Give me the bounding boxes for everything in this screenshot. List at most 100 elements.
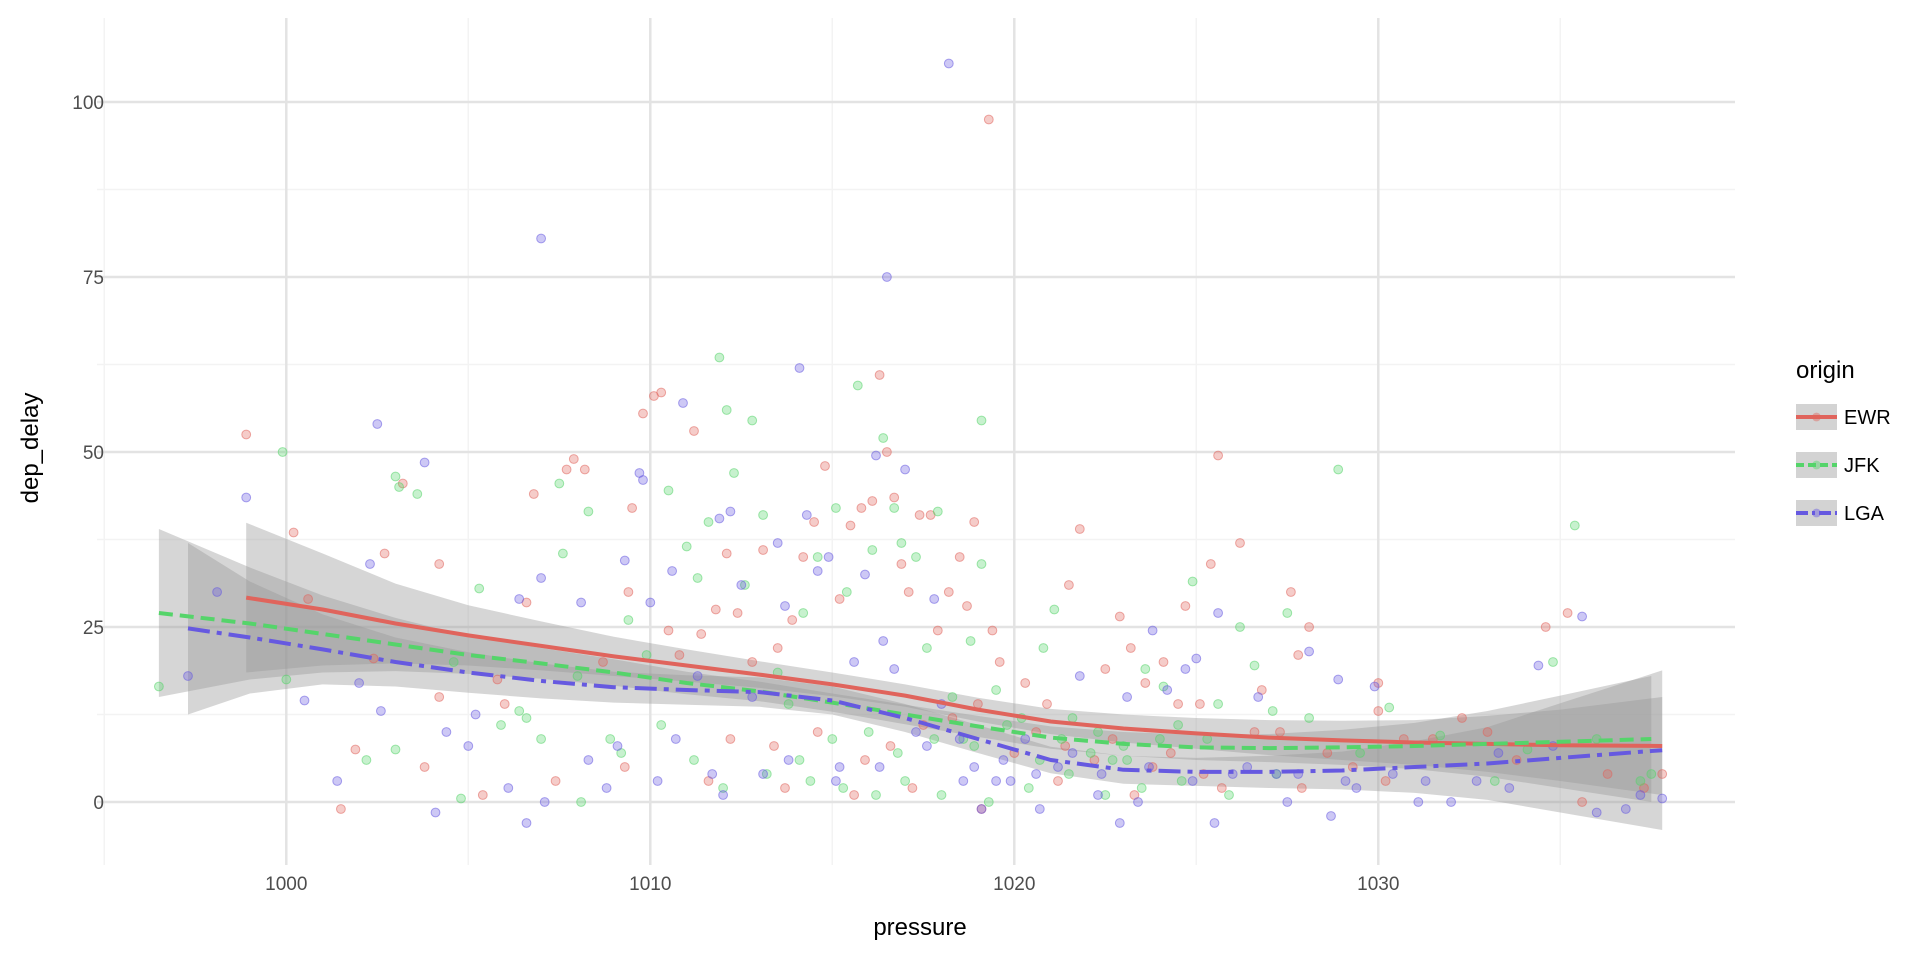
point-jfk: [761, 769, 772, 779]
point-jfk: [1267, 706, 1278, 716]
point-jfk: [692, 573, 703, 583]
point-jfk: [936, 790, 947, 800]
point-jfk: [911, 552, 921, 562]
point-lga: [536, 233, 546, 244]
point-jfk: [812, 552, 823, 562]
y-tick-label: 25: [83, 618, 104, 639]
point-lga: [889, 664, 900, 674]
point-ewr: [812, 727, 823, 737]
legend-label-lga: LGA: [1844, 503, 1885, 525]
point-lga: [1333, 674, 1344, 685]
point-jfk: [1067, 713, 1078, 723]
point-lga: [1326, 811, 1336, 821]
point-lga: [1147, 625, 1158, 636]
point-jfk: [892, 748, 903, 758]
point-lga: [871, 450, 881, 461]
point-jfk: [1213, 699, 1223, 709]
point-ewr: [1107, 734, 1118, 744]
point-ewr: [874, 370, 885, 380]
point-ewr: [798, 552, 809, 562]
point-jfk: [583, 506, 594, 517]
point-ewr: [1114, 611, 1125, 622]
point-lga: [1493, 748, 1504, 758]
point-jfk: [394, 482, 405, 492]
point-lga: [1304, 646, 1314, 657]
point-lga: [1282, 797, 1293, 807]
point-lga: [998, 755, 1009, 765]
point-ewr: [288, 527, 299, 538]
point-ewr: [820, 461, 830, 471]
point-lga: [1351, 783, 1362, 793]
point-jfk: [783, 699, 794, 709]
point-jfk: [838, 783, 849, 793]
point-ewr: [1158, 657, 1169, 667]
point-lga: [1114, 818, 1125, 828]
point-ewr: [598, 657, 608, 667]
point-ewr: [856, 503, 867, 513]
point-ewr: [619, 762, 630, 772]
point-ewr: [780, 783, 790, 793]
point-ewr: [725, 734, 736, 744]
point-ewr: [561, 464, 572, 475]
point-ewr: [747, 657, 758, 667]
point-ewr: [1205, 559, 1216, 569]
point-lga: [576, 597, 586, 608]
point-jfk: [1038, 643, 1049, 653]
point-jfk: [896, 538, 907, 548]
point-lga: [503, 783, 514, 793]
point-lga: [1413, 797, 1424, 807]
point-ewr: [579, 464, 590, 475]
point-lga: [678, 398, 688, 408]
point-ewr: [397, 478, 408, 489]
point-ewr: [1286, 587, 1296, 597]
point-lga: [943, 58, 954, 69]
smooth-line-jfk: [158, 611, 1652, 751]
point-ewr: [983, 114, 994, 125]
point-jfk: [983, 797, 994, 807]
point-jfk: [991, 685, 1001, 695]
point-lga: [1635, 790, 1646, 800]
point-jfk: [1093, 727, 1103, 737]
point-jfk: [867, 545, 878, 555]
point-lga: [1096, 769, 1107, 779]
point-ewr: [787, 615, 798, 625]
point-ewr: [696, 629, 707, 639]
point-ewr: [1165, 748, 1176, 758]
point-jfk: [852, 380, 863, 391]
point-ewr: [379, 548, 390, 559]
point-ewr: [568, 454, 579, 464]
point-jfk: [1023, 783, 1034, 793]
point-jfk: [1635, 776, 1646, 786]
point-jfk: [1435, 730, 1446, 741]
point-lga: [692, 671, 703, 681]
point-ewr: [1304, 622, 1314, 632]
point-jfk: [976, 559, 987, 569]
point-lga: [652, 776, 663, 786]
point-jfk: [681, 541, 692, 552]
point-ewr: [1322, 748, 1333, 758]
point-ewr: [1657, 769, 1668, 779]
point-ewr: [994, 657, 1005, 667]
point-ewr: [1275, 727, 1285, 737]
y-tick-label: 50: [83, 443, 104, 464]
point-jfk: [805, 776, 816, 786]
point-lga: [1253, 692, 1264, 702]
point-jfk: [1158, 681, 1169, 692]
point-lga: [747, 692, 758, 702]
point-lga: [801, 510, 812, 520]
point-lga: [1340, 776, 1351, 786]
point-lga: [758, 769, 768, 779]
point-lga: [299, 695, 310, 706]
point-lga: [463, 741, 474, 751]
point-ewr: [987, 625, 998, 636]
point-jfk: [947, 692, 958, 702]
point-lga: [1187, 776, 1198, 786]
smooth-line-lga: [187, 626, 1663, 774]
point-jfk: [1100, 790, 1111, 800]
point-ewr: [656, 387, 667, 398]
point-lga: [539, 797, 550, 807]
point-lga: [670, 734, 681, 744]
point-lga: [1093, 790, 1103, 800]
point-ewr: [477, 790, 488, 800]
